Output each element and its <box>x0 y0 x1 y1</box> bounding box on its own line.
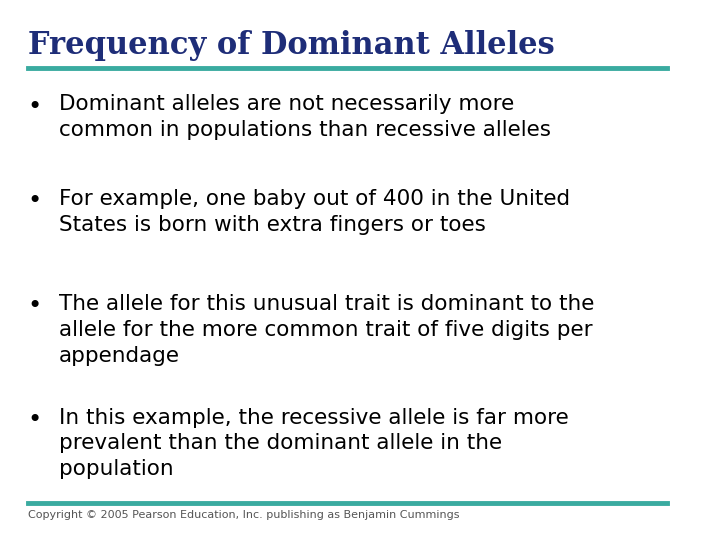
Text: •: • <box>28 294 42 318</box>
Text: •: • <box>28 189 42 213</box>
Text: For example, one baby out of 400 in the United
States is born with extra fingers: For example, one baby out of 400 in the … <box>59 189 570 234</box>
Text: In this example, the recessive allele is far more
prevalent than the dominant al: In this example, the recessive allele is… <box>59 408 569 479</box>
Text: Dominant alleles are not necessarily more
common in populations than recessive a: Dominant alleles are not necessarily mor… <box>59 94 551 140</box>
Text: The allele for this unusual trait is dominant to the
allele for the more common : The allele for this unusual trait is dom… <box>59 294 595 366</box>
Text: •: • <box>28 94 42 118</box>
Text: Frequency of Dominant Alleles: Frequency of Dominant Alleles <box>28 30 554 60</box>
Text: Copyright © 2005 Pearson Education, Inc. publishing as Benjamin Cummings: Copyright © 2005 Pearson Education, Inc.… <box>28 510 459 521</box>
Text: •: • <box>28 408 42 431</box>
